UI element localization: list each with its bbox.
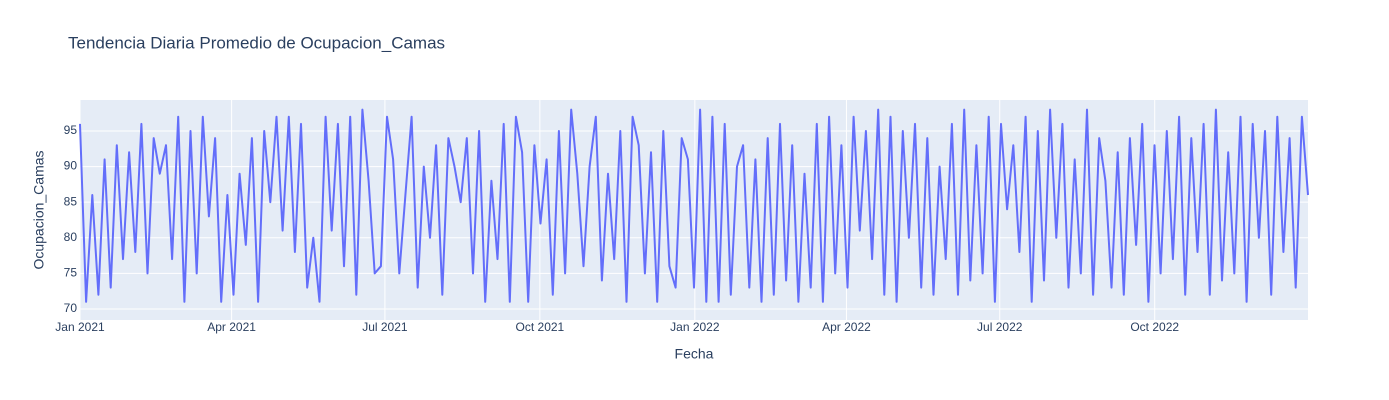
x-tick-label: Oct 2022 <box>1130 320 1179 334</box>
chart-title: Tendencia Diaria Promedio de Ocupacion_C… <box>68 33 445 52</box>
y-tick-label: 80 <box>64 230 78 244</box>
y-axis-title: Ocupacion_Camas <box>31 150 47 269</box>
x-tick-label: Jul 2022 <box>977 320 1023 334</box>
y-tick-label: 75 <box>64 266 78 280</box>
x-tick-label: Jan 2022 <box>670 320 720 334</box>
x-tick-label: Oct 2021 <box>516 320 565 334</box>
x-tick-label: Jan 2021 <box>55 320 105 334</box>
data-line <box>79 108 1309 303</box>
x-tick-label: Jul 2021 <box>362 320 408 334</box>
y-tick-label: 85 <box>64 194 78 208</box>
x-axis-title: Fecha <box>675 346 714 362</box>
y-tick-label: 90 <box>64 159 78 173</box>
y-tick-label: 95 <box>64 123 78 137</box>
x-tick-label: Apr 2022 <box>822 320 871 334</box>
x-tick-label: Apr 2021 <box>207 320 256 334</box>
y-tick-label: 70 <box>64 301 78 315</box>
